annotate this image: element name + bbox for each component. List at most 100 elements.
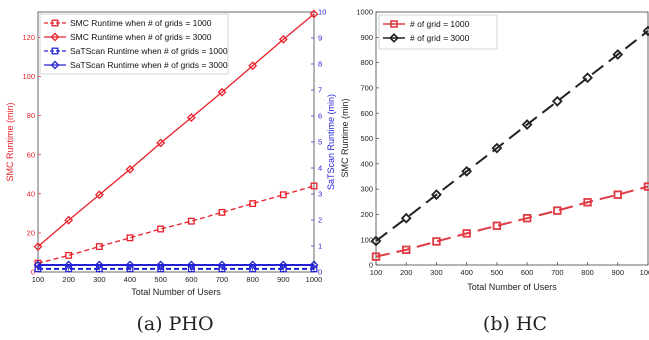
pho-y-tick-label: 0 (31, 268, 35, 277)
hc-x-axis-label: Total Number of Users (467, 282, 557, 292)
pho-series (33, 9, 319, 273)
pho-legend-marker-4 (50, 60, 60, 70)
pho-y-right-tick-label: 0 (318, 268, 322, 277)
pho-series-point-3 (95, 265, 103, 273)
pho-series-line-2 (37, 13, 315, 248)
pho-legend-label-3: SaTScan Runtime when # of grids = 1000 (70, 46, 228, 56)
hc-series-point-2 (642, 25, 649, 37)
pho-series-point-1 (310, 182, 318, 190)
pho-series-point-3 (310, 265, 318, 273)
hc-y-tick-label: 1000 (356, 8, 373, 17)
caption-hc: (b) HC (483, 313, 547, 335)
pho-y-right-tick-label: 5 (318, 138, 322, 147)
hc-x-tick-label: 800 (581, 268, 594, 277)
hc-y-tick-label: 900 (360, 33, 373, 42)
hc-series-point-1 (462, 229, 471, 238)
pho-x-tick-label: 800 (246, 275, 259, 284)
pho-series-point-1 (126, 234, 134, 242)
pho-legend-marker-3 (51, 47, 59, 55)
pho-series-point-1 (249, 200, 257, 208)
pho-y-tick-label: 120 (22, 33, 35, 42)
pho-x-tick-label: 400 (124, 275, 137, 284)
hc-legend-box (378, 14, 498, 50)
hc-x-tick-label: 400 (460, 268, 473, 277)
pho-series-point-1 (279, 191, 287, 199)
pho-series-point-2 (64, 215, 74, 225)
hc-series-line-2 (375, 30, 649, 242)
chart-hc: Total Number of Users SMC Runtime (min) … (340, 8, 649, 292)
pho-series-point-2 (217, 87, 227, 97)
pho-legend-box (39, 13, 229, 75)
hc-x-tick-label: 500 (491, 268, 504, 277)
hc-x-tick-label: 1000 (640, 268, 649, 277)
pho-y-tick-label: 80 (27, 111, 35, 120)
pho-y-axis-right-label: SaTScan Runtime (min) (326, 94, 336, 190)
pho-y-axis-label: SMC Runtime (min) (5, 102, 15, 181)
pho-y-right-tick-label: 10 (318, 8, 326, 17)
pho-series-point-2 (33, 242, 43, 252)
pho-legend-label-1: SMC Runtime when # of grids = 1000 (70, 18, 212, 28)
hc-series-point-2 (521, 119, 533, 130)
hc-y-tick-label: 300 (360, 185, 373, 194)
pho-y-right-tick-label: 2 (318, 216, 322, 225)
pho-y-right-tick-label: 6 (318, 112, 322, 121)
pho-legend-marker-2 (50, 32, 60, 42)
pho-series-point-3 (279, 265, 287, 273)
hc-ticks: 1002003004005006007008009001000010020030… (356, 8, 649, 277)
pho-x-tick-label: 1000 (306, 275, 323, 284)
pho-series-point-4 (248, 260, 258, 270)
hc-legend-label-1: # of grid = 1000 (410, 19, 470, 29)
hc-series-point-2 (431, 189, 442, 201)
pho-series-point-4 (94, 260, 104, 270)
hc-x-tick-label: 100 (370, 268, 383, 277)
hc-series-point-2 (551, 95, 563, 107)
pho-y-right-tick-label: 1 (318, 242, 322, 251)
pho-series-point-3 (187, 265, 195, 273)
hc-series-point-1 (371, 252, 381, 261)
pho-y-right-tick-label: 7 (318, 86, 322, 95)
pho-series-point-4 (217, 260, 227, 270)
pho-series-point-4 (186, 260, 196, 270)
hc-series-point-1 (583, 198, 592, 207)
pho-x-axis-label: Total Number of Users (131, 287, 221, 297)
pho-x-tick-label: 200 (62, 275, 75, 284)
pho-y-right-tick-label: 8 (318, 60, 322, 69)
pho-series-point-2 (156, 138, 166, 148)
pho-series-point-3 (157, 265, 165, 273)
pho-x-tick-label: 600 (185, 275, 198, 284)
pho-y-tick-label: 20 (27, 229, 35, 238)
hc-legend: # of grid = 1000 # of grid = 3000 (378, 14, 498, 50)
pho-series-point-1 (187, 217, 195, 225)
hc-series-point-1 (643, 182, 649, 191)
pho-x-tick-label: 300 (93, 275, 106, 284)
hc-series-line-1 (375, 185, 649, 258)
pho-series-point-3 (218, 265, 226, 273)
hc-series-point-2 (400, 212, 412, 224)
hc-x-tick-label: 900 (612, 268, 625, 277)
hc-series-point-1 (402, 245, 411, 255)
chart-pho: Total Number of Users SMC Runtime (min) … (5, 8, 336, 297)
hc-y-tick-label: 700 (360, 84, 373, 93)
pho-series-point-1 (218, 208, 226, 216)
pho-legend-label-2: SMC Runtime when # of grids = 3000 (70, 32, 212, 42)
hc-series-point-1 (553, 206, 562, 215)
hc-series-point-2 (582, 72, 593, 84)
hc-x-tick-label: 700 (551, 268, 564, 277)
pho-series-point-1 (65, 251, 73, 259)
pho-ticks: 100 200 300 400 500 600 700 800 900 1000020406080… (22, 8, 326, 284)
pho-series-point-4 (278, 260, 288, 270)
hc-plot-area (375, 11, 649, 266)
pho-series-point-4 (125, 260, 135, 270)
hc-series-point-2 (491, 142, 503, 154)
pho-series-point-1 (95, 243, 103, 251)
hc-series-point-1 (492, 221, 502, 230)
hc-y-tick-label: 200 (360, 210, 373, 219)
hc-series-point-1 (432, 237, 441, 246)
hc-y-tick-label: 600 (360, 109, 373, 118)
hc-series (370, 25, 649, 261)
hc-series-point-2 (370, 235, 382, 247)
pho-y-tick-label: 100 (22, 72, 35, 81)
pho-y-right-tick-label: 3 (318, 190, 322, 199)
pho-series-point-2 (125, 164, 135, 174)
hc-x-tick-label: 200 (400, 268, 413, 277)
